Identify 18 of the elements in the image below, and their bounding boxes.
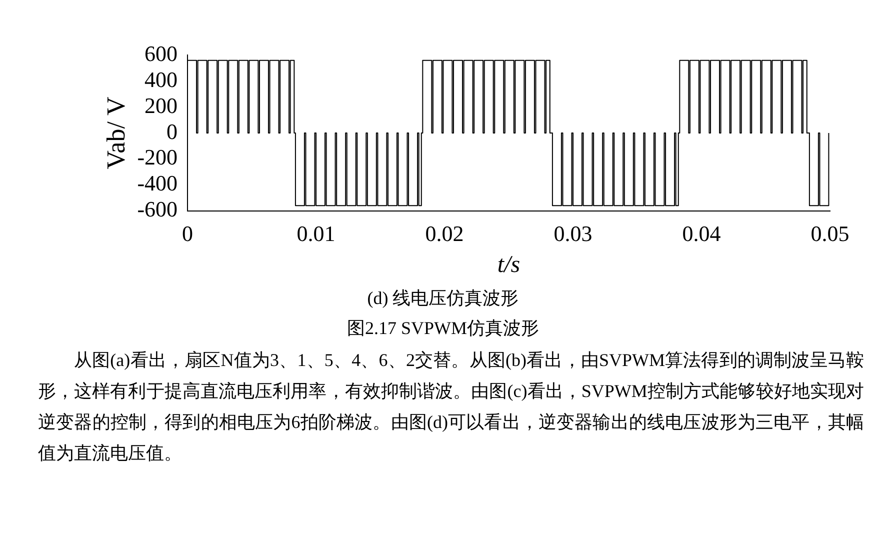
y-tick-label: 200: [144, 92, 178, 118]
y-axis-title: Vab/ V: [101, 96, 130, 170]
y-tick-label: 400: [144, 66, 178, 92]
y-tick-label: -200: [137, 144, 178, 170]
y-tick-label: 0: [166, 118, 178, 144]
y-tick-label: -600: [137, 196, 178, 222]
x-tick-label: 0.01: [296, 220, 336, 246]
y-tick-label: -400: [137, 170, 178, 196]
x-tick-label: 0.04: [682, 220, 721, 246]
text: 从图(a)看出，扇区N值为3、1、5、4、6、2交替。从图(b)看出，由SVPWM算法得到的调制波呈马鞍形，这样有利于提高直流电压利用率，有效抑制谐波。由图(c)看出，SVPWM控制方式能够较好地实现对逆变器的控制，得到的相电压为6拍阶梯波。由图(d)可以看出，逆变器输出的线电压波形为三电平，其幅值为直流电压值。: [38, 349, 864, 465]
y-tick-label: 600: [144, 40, 178, 66]
x-axis-title: t/s: [497, 252, 520, 278]
text: (d) 线电压仿真波形: [366, 287, 520, 310]
caption: 图2.17 SVPWM仿真波形: [346, 317, 540, 340]
x-tick-label: 0.05: [810, 220, 850, 246]
x-tick-label: 0: [182, 220, 194, 246]
x-tick-label: 0.02: [425, 220, 464, 246]
x-tick-label: 0.03: [554, 220, 592, 246]
